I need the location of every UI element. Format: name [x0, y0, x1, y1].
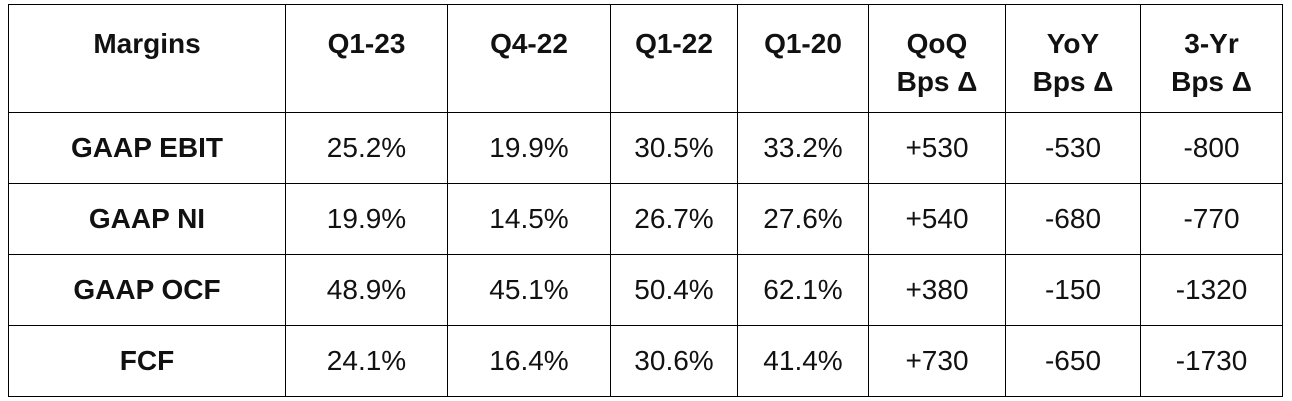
table-row: GAAP OCF 48.9% 45.1% 50.4% 62.1% +380 -150 -132…: [8, 254, 1283, 326]
table-cell: 33.2%: [737, 112, 869, 184]
table-cell: +540: [868, 183, 1006, 255]
table-row: GAAP EBIT 25.2% 19.9% 30.5% 33.2% +530 -530 -80…: [8, 112, 1283, 184]
margins-table: Margins Q1-23 Q4-22 Q1-22 Q1-20 QoQ Bps Δ YoY …: [8, 4, 1283, 397]
header-cell: YoY Bps Δ: [1005, 4, 1141, 113]
table-cell: -150: [1005, 254, 1141, 326]
table-cell: -680: [1005, 183, 1141, 255]
header-cell: QoQ Bps Δ: [868, 4, 1006, 113]
table-cell: 30.6%: [610, 325, 738, 397]
row-label: GAAP EBIT: [8, 112, 286, 184]
table-cell: 50.4%: [610, 254, 738, 326]
header-cell: Q4-22: [447, 4, 611, 113]
table-cell: +530: [868, 112, 1006, 184]
table-row: FCF 24.1% 16.4% 30.6% 41.4% +730 -650 -1730: [8, 325, 1283, 397]
row-label: GAAP NI: [8, 183, 286, 255]
row-label: GAAP OCF: [8, 254, 286, 326]
row-label: FCF: [8, 325, 286, 397]
header-cell: 3-Yr Bps Δ: [1140, 4, 1283, 113]
table-cell: -530: [1005, 112, 1141, 184]
table-cell: +380: [868, 254, 1006, 326]
header-row: Margins Q1-23 Q4-22 Q1-22 Q1-20 QoQ Bps Δ YoY …: [8, 4, 1283, 113]
table-cell: 14.5%: [447, 183, 611, 255]
table-cell: 30.5%: [610, 112, 738, 184]
header-cell: Q1-22: [610, 4, 738, 113]
table-cell: 19.9%: [447, 112, 611, 184]
table-cell: 62.1%: [737, 254, 869, 326]
table-cell: 48.9%: [285, 254, 448, 326]
table-cell: 16.4%: [447, 325, 611, 397]
header-cell: Margins: [8, 4, 286, 113]
table-cell: -1320: [1140, 254, 1283, 326]
table-body: GAAP EBIT 25.2% 19.9% 30.5% 33.2% +530 -530 -80…: [8, 112, 1283, 397]
table-cell: 27.6%: [737, 183, 869, 255]
table-cell: 25.2%: [285, 112, 448, 184]
table-cell: 24.1%: [285, 325, 448, 397]
table-cell: +730: [868, 325, 1006, 397]
table-cell: 41.4%: [737, 325, 869, 397]
header-cell: Q1-20: [737, 4, 869, 113]
table-cell: -800: [1140, 112, 1283, 184]
table-cell: 19.9%: [285, 183, 448, 255]
table-row: GAAP NI 19.9% 14.5% 26.7% 27.6% +540 -680 -770: [8, 183, 1283, 255]
header-cell: Q1-23: [285, 4, 448, 113]
table-cell: -1730: [1140, 325, 1283, 397]
table-cell: 26.7%: [610, 183, 738, 255]
table-cell: -770: [1140, 183, 1283, 255]
table-cell: -650: [1005, 325, 1141, 397]
table-cell: 45.1%: [447, 254, 611, 326]
